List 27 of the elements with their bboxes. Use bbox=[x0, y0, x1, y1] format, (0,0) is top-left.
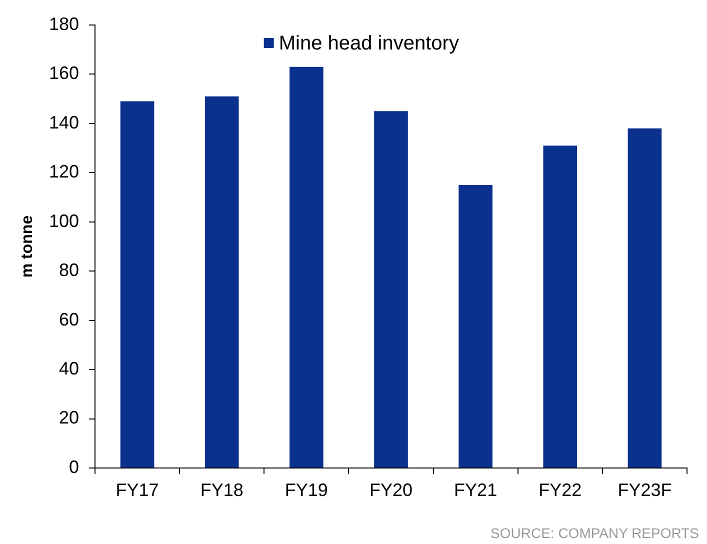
y-tick-label: 140 bbox=[48, 112, 79, 132]
x-tick-label: FY23F bbox=[618, 480, 672, 500]
y-tick-label: 180 bbox=[48, 14, 79, 34]
source-note: SOURCE: COMPANY REPORTS bbox=[490, 525, 699, 541]
bar bbox=[374, 111, 408, 468]
y-tick-label: 60 bbox=[58, 309, 79, 330]
y-tick-label: 0 bbox=[68, 456, 79, 477]
y-tick-label: 40 bbox=[58, 358, 79, 379]
bar bbox=[204, 96, 239, 468]
x-tick-label: FY20 bbox=[369, 480, 413, 500]
y-tick-label: 80 bbox=[58, 260, 79, 280]
bar bbox=[458, 184, 492, 468]
x-tick-label: FY19 bbox=[284, 480, 328, 500]
bar bbox=[628, 128, 662, 468]
bar bbox=[120, 101, 154, 468]
y-tick-label: 120 bbox=[48, 162, 79, 182]
y-tick-label: 20 bbox=[58, 408, 79, 428]
x-tick-label: FY21 bbox=[454, 480, 498, 500]
y-tick-label: 100 bbox=[48, 210, 79, 231]
y-axis-title: m tonne bbox=[19, 215, 36, 278]
legend-label: Mine head inventory bbox=[278, 32, 459, 55]
y-tick-label: 160 bbox=[48, 63, 79, 84]
x-tick-label: FY22 bbox=[538, 480, 582, 500]
x-tick-label: FY17 bbox=[116, 480, 159, 500]
bar bbox=[290, 66, 324, 468]
bar bbox=[543, 146, 578, 468]
x-tick-label: FY18 bbox=[200, 480, 244, 500]
